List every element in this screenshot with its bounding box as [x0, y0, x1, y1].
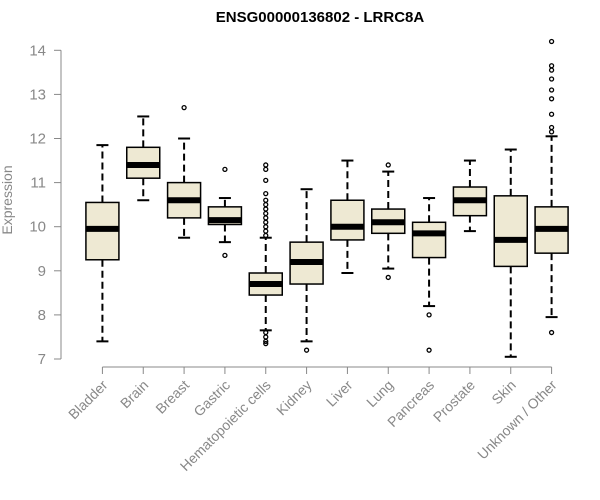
- outlier-point: [303, 347, 310, 353]
- y-tick-label: 7: [38, 351, 46, 368]
- box-bladder: [85, 144, 120, 343]
- iqr-box: [330, 199, 365, 241]
- outlier-point: [181, 104, 187, 111]
- x-tick-label: Liver: [323, 377, 356, 410]
- y-tick-label: 8: [38, 307, 46, 324]
- box-brain: [126, 115, 161, 202]
- y-tick-label: 11: [30, 175, 46, 192]
- x-tick-label: Skin: [488, 377, 519, 408]
- outlier-point: [263, 166, 269, 173]
- outlier-point: [385, 274, 391, 281]
- outlier-point: [263, 201, 269, 208]
- outlier-point: [263, 197, 269, 203]
- outlier-point: [263, 228, 269, 234]
- box-skin: [493, 148, 528, 358]
- box-breast: [166, 104, 202, 239]
- outlier-point: [263, 190, 269, 197]
- y-axis-label: Expression: [0, 165, 15, 234]
- outlier-point: [263, 215, 269, 221]
- outlier-point: [263, 177, 269, 184]
- x-tick-label: Breast: [152, 377, 192, 417]
- box-pancreas: [411, 197, 447, 353]
- x-tick-label: Prostate: [430, 377, 478, 425]
- outlier-point: [263, 338, 269, 345]
- outlier-point: [263, 340, 269, 347]
- box-lung: [371, 162, 406, 281]
- y-tick-label: 14: [29, 42, 46, 59]
- outlier-point: [385, 162, 391, 168]
- chart-title: ENSG00000136802 - LRRC8A: [216, 9, 425, 26]
- iqr-box: [493, 195, 528, 268]
- outlier-point: [548, 76, 555, 82]
- outlier-point: [548, 87, 555, 93]
- y-tick-label: 10: [29, 219, 46, 236]
- outlier-point: [263, 206, 269, 212]
- x-tick-label: Bladder: [65, 377, 111, 423]
- boxes-group: [85, 38, 569, 358]
- outlier-point: [548, 38, 555, 45]
- outlier-point: [263, 162, 269, 168]
- outlier-point: [222, 166, 228, 173]
- outlier-point: [263, 334, 269, 340]
- outlier-point: [548, 111, 555, 117]
- y-axis-ticks: 7 8 9 10 11 12 13 14: [29, 42, 61, 368]
- outlier-point: [263, 232, 269, 239]
- outlier-point: [263, 210, 269, 217]
- iqr-box: [411, 221, 447, 259]
- x-tick-label: Kidney: [273, 377, 315, 419]
- outlier-point: [263, 329, 269, 336]
- outlier-point: [548, 124, 555, 131]
- outlier-point: [548, 96, 555, 102]
- box-liver: [330, 159, 365, 275]
- y-tick-label: 13: [29, 86, 46, 103]
- x-tick-label: Lung: [363, 377, 396, 410]
- x-tick-label: Brain: [117, 377, 151, 411]
- y-tick-label: 9: [38, 263, 46, 280]
- outlier-point: [222, 252, 228, 259]
- outlier-point: [548, 329, 555, 336]
- box-kidney: [289, 188, 324, 353]
- outlier-point: [263, 219, 269, 225]
- box-hematopoietic-cells: [248, 162, 283, 347]
- box-unknown-other: [534, 38, 569, 336]
- outlier-point: [426, 347, 432, 353]
- outlier-point: [548, 129, 555, 135]
- outlier-point: [548, 67, 555, 73]
- outlier-point: [426, 312, 432, 318]
- box-prostate: [452, 159, 488, 233]
- box-gastric: [207, 166, 243, 259]
- y-tick-label: 12: [29, 131, 46, 148]
- outlier-point: [263, 224, 269, 230]
- outlier-point: [548, 63, 555, 69]
